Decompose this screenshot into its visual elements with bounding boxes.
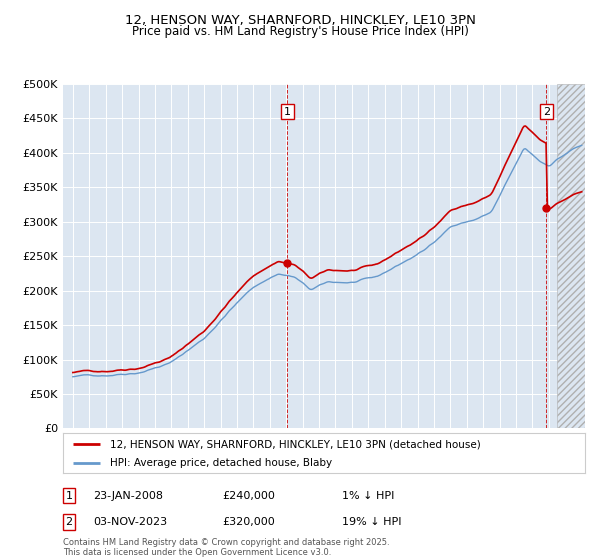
Text: Contains HM Land Registry data © Crown copyright and database right 2025.
This d: Contains HM Land Registry data © Crown c…: [63, 538, 389, 557]
Text: 03-NOV-2023: 03-NOV-2023: [93, 517, 167, 527]
Text: HPI: Average price, detached house, Blaby: HPI: Average price, detached house, Blab…: [110, 458, 332, 468]
Text: 19% ↓ HPI: 19% ↓ HPI: [342, 517, 401, 527]
Text: £240,000: £240,000: [222, 491, 275, 501]
Text: 2: 2: [542, 106, 550, 116]
Text: 1: 1: [284, 106, 291, 116]
Text: 1: 1: [65, 491, 73, 501]
Text: 1% ↓ HPI: 1% ↓ HPI: [342, 491, 394, 501]
Text: 2: 2: [65, 517, 73, 527]
Text: Price paid vs. HM Land Registry's House Price Index (HPI): Price paid vs. HM Land Registry's House …: [131, 25, 469, 38]
Text: 23-JAN-2008: 23-JAN-2008: [93, 491, 163, 501]
Text: 12, HENSON WAY, SHARNFORD, HINCKLEY, LE10 3PN (detached house): 12, HENSON WAY, SHARNFORD, HINCKLEY, LE1…: [110, 439, 481, 449]
Text: £320,000: £320,000: [222, 517, 275, 527]
Text: 12, HENSON WAY, SHARNFORD, HINCKLEY, LE10 3PN: 12, HENSON WAY, SHARNFORD, HINCKLEY, LE1…: [125, 14, 475, 27]
